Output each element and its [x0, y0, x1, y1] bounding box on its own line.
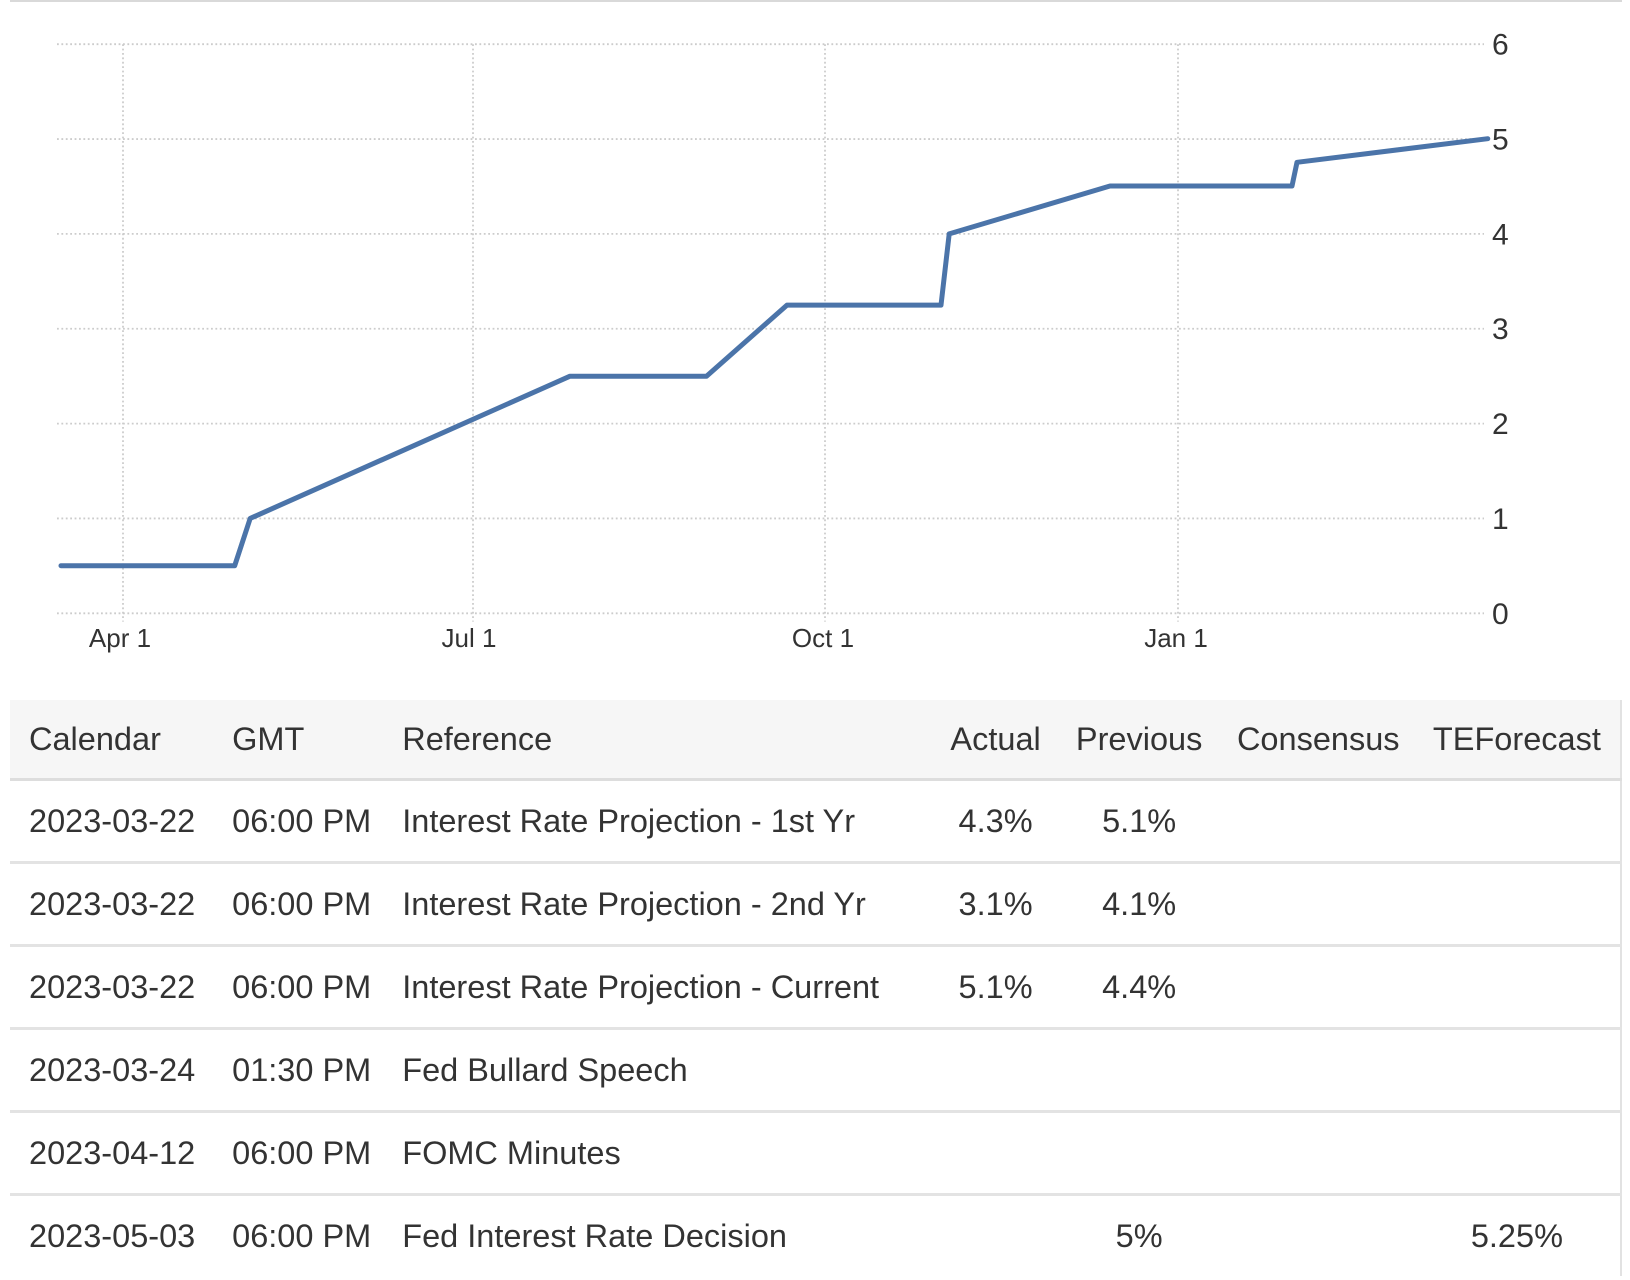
svg-text:1: 1 — [1492, 503, 1509, 536]
svg-text:Apr 1: Apr 1 — [89, 623, 151, 653]
svg-text:3: 3 — [1492, 313, 1509, 346]
svg-text:6: 6 — [1492, 29, 1509, 62]
svg-text:2: 2 — [1492, 408, 1509, 441]
svg-text:Jul 1: Jul 1 — [442, 623, 497, 653]
svg-text:5: 5 — [1492, 124, 1509, 157]
svg-text:Oct 1: Oct 1 — [792, 623, 854, 653]
svg-text:Jan 1: Jan 1 — [1144, 623, 1208, 653]
svg-text:0: 0 — [1492, 598, 1509, 631]
svg-text:4: 4 — [1492, 219, 1509, 252]
